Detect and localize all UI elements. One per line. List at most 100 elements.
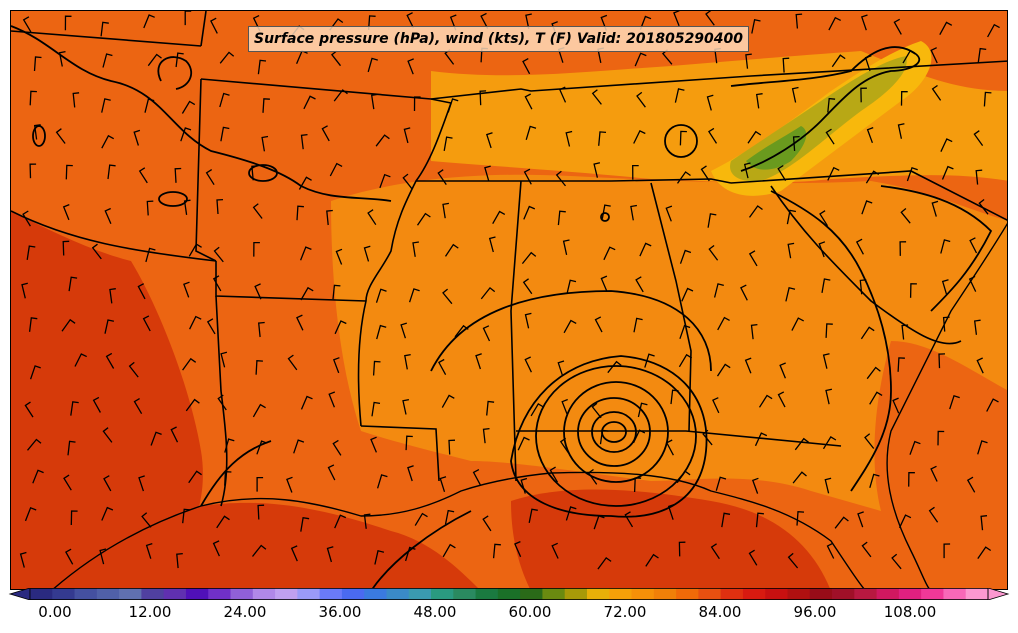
wind-barb	[367, 57, 378, 73]
wind-barb	[137, 283, 146, 300]
wind-barb	[101, 134, 115, 149]
wind-barb	[404, 353, 411, 370]
wind-barb	[145, 542, 153, 559]
wind-barb	[597, 556, 612, 570]
wind-barb	[212, 540, 220, 557]
wind-barb	[636, 91, 646, 108]
coast-atlantic	[886, 222, 1007, 589]
wind-barb	[777, 391, 786, 408]
wind-barb	[897, 123, 905, 139]
wind-barb	[70, 401, 79, 416]
wind-barb	[443, 136, 453, 152]
wind-barb	[182, 357, 197, 371]
boundary-al-ga	[650, 182, 692, 432]
colorbar-segment	[341, 588, 365, 600]
wind-barb	[517, 436, 530, 451]
wind-barb	[183, 281, 190, 298]
wind-barb	[400, 322, 407, 339]
wind-barb	[633, 317, 643, 333]
colorbar-segment	[475, 588, 499, 600]
colorbar-segment	[854, 588, 878, 600]
wind-barb	[144, 98, 155, 113]
isobar-east-2	[880, 185, 993, 312]
wind-barb	[404, 546, 416, 562]
isobar-center-4	[563, 381, 669, 483]
wind-barb	[330, 50, 342, 67]
colorbar-segment	[431, 588, 454, 600]
wind-barb	[707, 213, 717, 228]
wind-barb	[255, 360, 263, 375]
wind-barb	[107, 164, 116, 180]
wind-barb	[973, 130, 984, 146]
wind-barb	[407, 465, 414, 482]
wind-barb	[252, 203, 263, 219]
wind-barb	[372, 360, 381, 376]
wind-barb	[900, 90, 908, 106]
wind-barb	[791, 317, 804, 331]
wind-barb	[479, 90, 487, 106]
wind-barb	[375, 288, 387, 303]
wind-barb	[706, 94, 714, 111]
colorbar-segment	[564, 588, 588, 600]
wind-barbs	[19, 11, 1000, 570]
wind-barb	[705, 11, 715, 26]
wind-barb	[176, 552, 183, 569]
wind-barb	[334, 514, 347, 529]
wind-barb	[748, 549, 758, 566]
colorbar-segment	[408, 588, 432, 600]
colorbar-tick-label: 48.00	[413, 603, 457, 621]
wind-barb	[180, 127, 192, 142]
wind-barb	[133, 129, 141, 146]
wind-barb	[717, 316, 730, 331]
wind-barb	[99, 548, 107, 565]
colorbar-tick-label: 12.00	[128, 603, 172, 621]
wind-barb	[22, 210, 31, 227]
wind-barb	[708, 244, 719, 261]
wind-barb	[145, 247, 156, 263]
wind-barb	[482, 325, 491, 342]
wind-barb	[147, 53, 162, 67]
wind-barb	[413, 96, 421, 112]
colorbar-segment	[542, 588, 566, 600]
colorbar-segment	[720, 588, 744, 600]
colorbar-segment	[497, 588, 521, 600]
wind-barb	[795, 13, 803, 29]
wind-barb	[251, 165, 258, 181]
colorbar-segment	[921, 588, 944, 600]
wind-barb	[977, 47, 987, 63]
wind-barb	[635, 276, 644, 293]
wind-barb	[298, 176, 312, 190]
wind-barb	[188, 470, 202, 484]
wind-barb	[444, 243, 459, 257]
wind-barb	[448, 439, 456, 455]
wind-barb	[630, 204, 638, 221]
wind-barb	[827, 166, 840, 181]
wind-barb	[864, 433, 875, 449]
wind-barb	[555, 170, 567, 187]
wind-barb	[667, 503, 675, 520]
wind-barb	[565, 506, 577, 521]
wind-barb	[332, 284, 341, 300]
wind-barb	[293, 439, 305, 454]
wind-barb	[321, 125, 330, 142]
wind-barb	[206, 318, 216, 335]
isobar-center-2	[591, 411, 637, 453]
colorbar-segment	[609, 588, 633, 600]
wind-barb	[787, 242, 795, 259]
colorbar-tick-label: 96.00	[793, 603, 837, 621]
colorbar-segment	[319, 588, 343, 600]
wind-barb	[710, 543, 720, 560]
wind-barb	[102, 427, 113, 443]
wind-barb	[786, 209, 797, 225]
wind-barb	[256, 476, 264, 492]
wind-barb	[931, 200, 939, 217]
wind-barb	[557, 360, 565, 377]
wind-barb	[210, 17, 218, 34]
wind-barb	[673, 11, 680, 27]
wind-barb	[634, 52, 647, 67]
isobar-east	[770, 190, 892, 492]
wind-barb	[104, 207, 112, 224]
wind-barb	[514, 541, 522, 558]
wind-barb	[442, 543, 456, 558]
wind-barb	[376, 474, 388, 489]
